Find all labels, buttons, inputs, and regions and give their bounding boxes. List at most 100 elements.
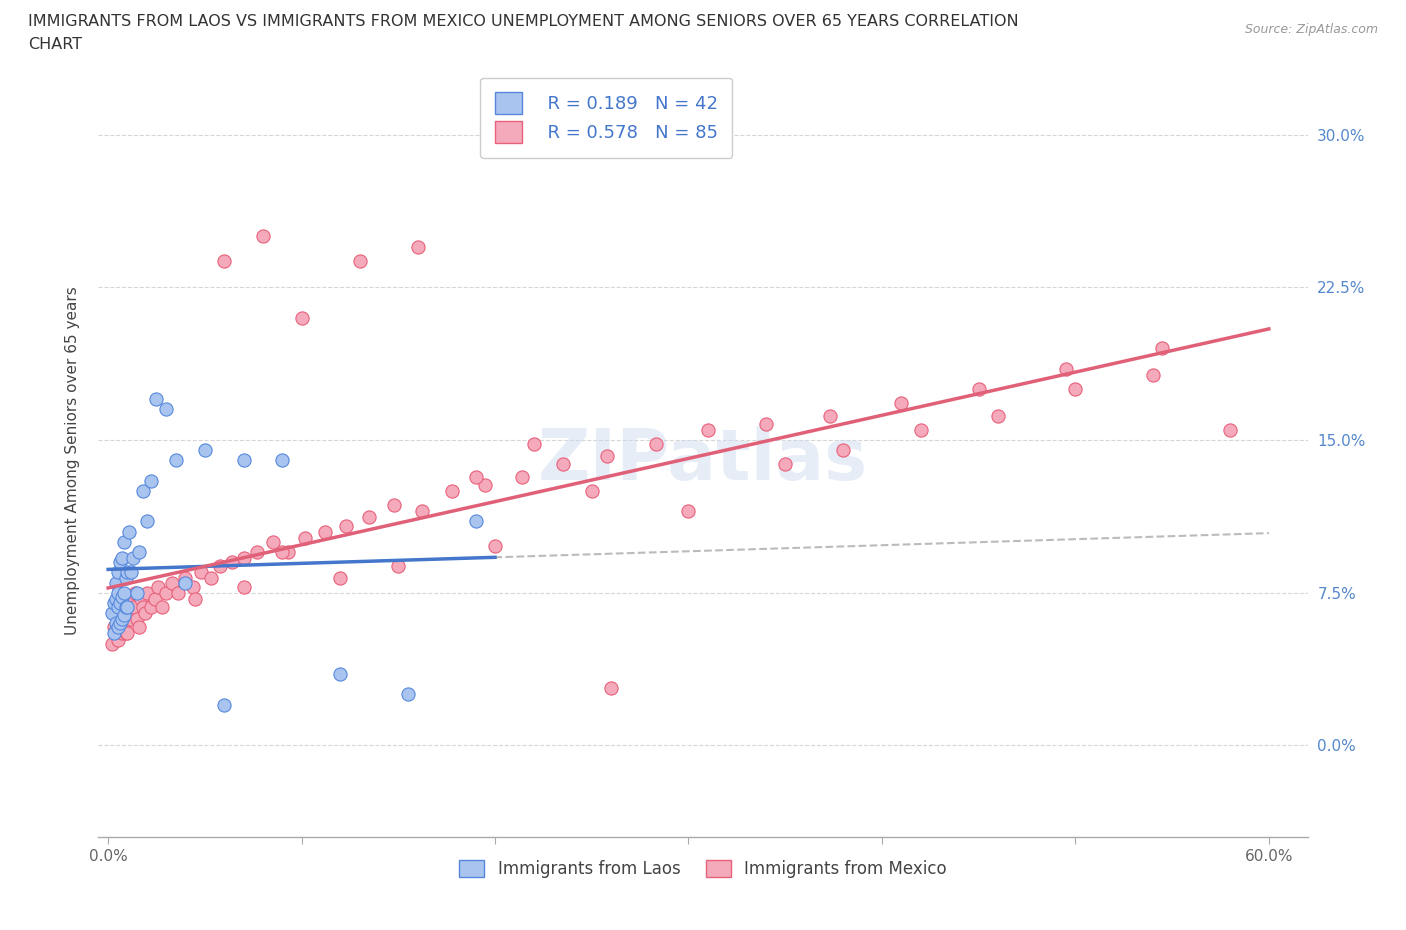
Point <box>596 449 619 464</box>
Point <box>1152 341 1174 356</box>
Point <box>967 381 990 396</box>
Point <box>212 253 235 268</box>
Point <box>108 554 131 569</box>
Point <box>111 612 134 627</box>
Point <box>910 422 932 437</box>
Point <box>150 600 173 615</box>
Point <box>134 605 156 620</box>
Point <box>139 473 162 488</box>
Text: Source: ZipAtlas.com: Source: ZipAtlas.com <box>1244 23 1378 36</box>
Point <box>329 667 352 682</box>
Point <box>190 565 212 579</box>
Point <box>174 575 197 590</box>
Point <box>181 579 204 594</box>
Point <box>103 595 125 610</box>
Point <box>212 698 235 712</box>
Point <box>1219 422 1241 437</box>
Point <box>117 591 139 606</box>
Point <box>108 616 131 631</box>
Point <box>108 595 131 610</box>
Point <box>696 422 718 437</box>
Point <box>139 600 162 615</box>
Point <box>246 545 269 560</box>
Point <box>114 600 136 615</box>
Point <box>184 591 207 606</box>
Point <box>114 600 136 615</box>
Point <box>111 551 134 565</box>
Point <box>112 585 135 600</box>
Point <box>118 525 141 539</box>
Point <box>406 239 429 254</box>
Point <box>124 585 146 600</box>
Point <box>773 457 796 472</box>
Point <box>143 591 166 606</box>
Point <box>194 443 217 458</box>
Point <box>209 559 232 574</box>
Point <box>112 620 135 635</box>
Point <box>271 545 294 560</box>
Point <box>118 605 141 620</box>
Point <box>252 229 274 244</box>
Point <box>108 591 131 606</box>
Point <box>474 477 496 492</box>
Point <box>890 396 912 411</box>
Point <box>200 571 222 586</box>
Point <box>111 626 134 641</box>
Point <box>484 538 506 553</box>
Point <box>174 571 197 586</box>
Point <box>335 518 357 533</box>
Point <box>117 565 139 579</box>
Point <box>384 498 406 512</box>
Point <box>832 443 855 458</box>
Point <box>132 484 155 498</box>
Point <box>581 484 603 498</box>
Point <box>277 545 299 560</box>
Point <box>104 616 127 631</box>
Point <box>232 453 254 468</box>
Point <box>103 620 125 635</box>
Point <box>523 436 546 451</box>
Point <box>678 504 700 519</box>
Point <box>329 571 352 586</box>
Point <box>510 470 533 485</box>
Point <box>387 559 409 574</box>
Point <box>818 408 841 423</box>
Point <box>104 600 127 615</box>
Point <box>103 626 125 641</box>
Point <box>107 600 129 615</box>
Point <box>117 626 139 641</box>
Point <box>117 600 139 615</box>
Point <box>111 590 134 604</box>
Point <box>1054 361 1077 376</box>
Point <box>101 636 124 651</box>
Text: ZIPatlas: ZIPatlas <box>538 426 868 495</box>
Point <box>112 607 135 622</box>
Point <box>107 610 129 625</box>
Point <box>120 565 142 579</box>
Point <box>165 453 187 468</box>
Y-axis label: Unemployment Among Seniors over 65 years: Unemployment Among Seniors over 65 years <box>65 286 80 634</box>
Point <box>135 585 157 600</box>
Point <box>112 535 135 550</box>
Point <box>644 436 666 451</box>
Point <box>166 585 188 600</box>
Point <box>160 575 183 590</box>
Point <box>135 514 157 529</box>
Point <box>108 620 131 635</box>
Point <box>107 620 129 635</box>
Point <box>232 579 254 594</box>
Point <box>551 457 574 472</box>
Point <box>314 525 336 539</box>
Point <box>104 591 127 606</box>
Point <box>114 626 136 641</box>
Point <box>148 579 170 594</box>
Point <box>396 687 419 702</box>
Point <box>349 253 371 268</box>
Text: CHART: CHART <box>28 37 82 52</box>
Point <box>232 551 254 565</box>
Point <box>411 504 433 519</box>
Point <box>262 535 284 550</box>
Point <box>441 484 464 498</box>
Point <box>120 612 142 627</box>
Point <box>290 311 312 325</box>
